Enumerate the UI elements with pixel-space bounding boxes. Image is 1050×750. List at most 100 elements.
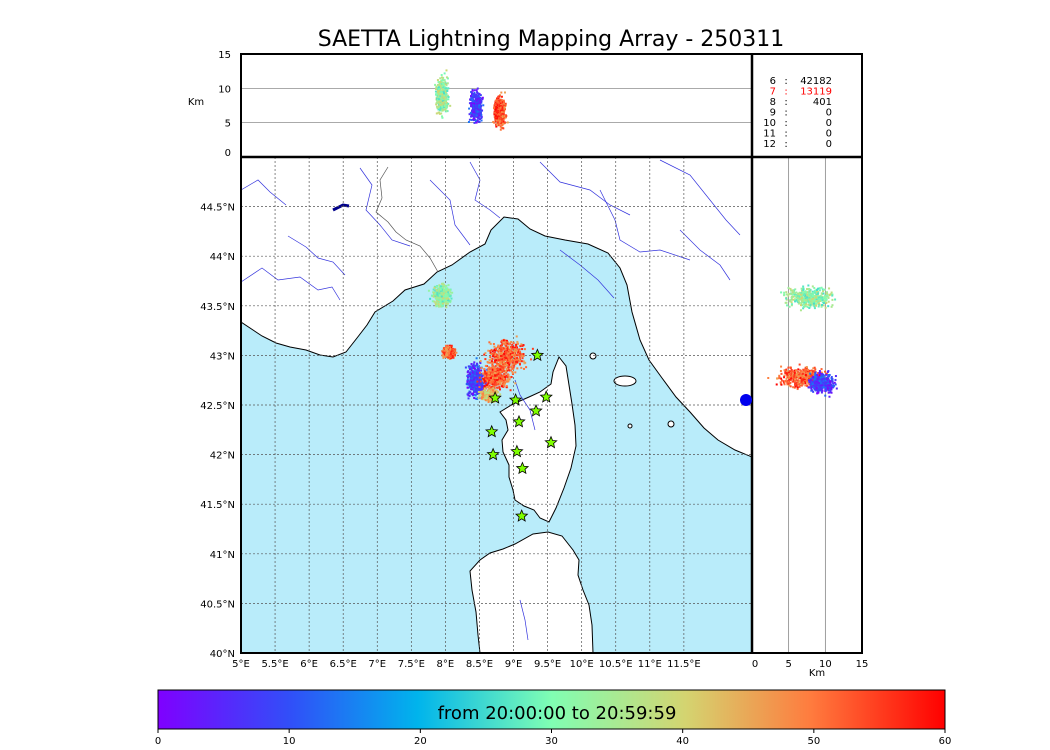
top-point	[446, 102, 449, 105]
top-point	[437, 98, 440, 101]
top-point	[505, 114, 508, 117]
map-point	[485, 365, 488, 368]
top-point	[443, 104, 446, 107]
map-point	[476, 382, 479, 385]
top-point	[438, 93, 441, 96]
top-point	[443, 108, 446, 111]
map-point	[501, 379, 504, 382]
map-point	[475, 370, 478, 373]
right-point	[800, 295, 803, 298]
top-point	[439, 84, 442, 87]
right-point	[796, 386, 799, 389]
top-point	[499, 106, 502, 109]
map-point	[506, 362, 509, 365]
right-point	[829, 387, 832, 390]
map-point	[519, 352, 522, 355]
right-point	[813, 289, 816, 292]
map-point	[475, 385, 478, 388]
right-point	[811, 294, 814, 297]
map-point	[497, 346, 500, 349]
top-point	[499, 100, 502, 103]
map-point	[492, 366, 495, 369]
right-point	[827, 296, 830, 299]
corsica-land	[499, 356, 577, 523]
map-point	[500, 376, 503, 379]
top-point	[477, 95, 480, 98]
top-point	[441, 76, 444, 79]
map-point	[495, 381, 498, 384]
map-point	[441, 302, 444, 305]
count-row-value: 0	[826, 108, 832, 119]
map-point	[476, 397, 479, 400]
right-point	[809, 372, 812, 375]
map-point	[519, 350, 522, 353]
map-point	[491, 352, 494, 355]
map-point	[488, 384, 491, 387]
map-point	[491, 389, 494, 392]
map-point	[444, 285, 447, 288]
map-point	[490, 399, 493, 402]
map-point	[495, 379, 498, 382]
right-point	[785, 293, 788, 296]
map-point	[480, 367, 483, 370]
map-point	[437, 298, 440, 301]
top-point	[440, 83, 443, 86]
map-point	[499, 381, 502, 384]
top-point	[475, 114, 478, 117]
map-point	[516, 358, 519, 361]
right-point	[827, 305, 830, 308]
map-point	[510, 358, 513, 361]
top-lightning-points	[434, 69, 509, 131]
right-point	[825, 295, 828, 298]
map-point	[444, 299, 447, 302]
map-point	[488, 341, 491, 344]
map-point	[502, 358, 505, 361]
map-point	[439, 299, 442, 302]
top-point	[435, 86, 438, 89]
map-y-tick: 40°N	[210, 649, 235, 660]
map-point	[441, 293, 444, 296]
map-point	[514, 362, 517, 365]
top-point	[475, 119, 478, 122]
map-point	[494, 365, 497, 368]
right-point	[818, 297, 821, 300]
right-point	[807, 377, 810, 380]
map-point	[503, 364, 506, 367]
right-point	[828, 395, 831, 398]
map-point	[446, 298, 449, 301]
top-point	[473, 89, 476, 92]
right-point	[784, 380, 787, 383]
map-point	[446, 344, 449, 347]
right-point	[823, 288, 826, 291]
top-point	[497, 108, 500, 111]
top-y-tick: 5	[225, 119, 231, 130]
right-point	[783, 374, 786, 377]
right-point	[798, 385, 801, 388]
right-point	[804, 294, 807, 297]
top-point	[442, 83, 445, 86]
station-star	[515, 461, 530, 475]
map-point	[439, 288, 442, 291]
top-point	[499, 94, 502, 97]
map-point	[489, 380, 492, 383]
map-point	[498, 356, 501, 359]
station-star	[529, 403, 543, 417]
top-point	[439, 105, 442, 108]
map-point	[518, 362, 521, 365]
right-point	[804, 370, 807, 373]
map-point	[448, 349, 451, 352]
right-point	[821, 288, 824, 291]
top-point	[445, 107, 448, 110]
top-point	[472, 107, 475, 110]
right-point	[790, 377, 793, 380]
map-point	[440, 291, 443, 294]
map-point	[445, 352, 448, 355]
map-point	[451, 348, 454, 351]
map-point	[483, 387, 486, 390]
map-point	[435, 304, 438, 307]
top-point	[476, 116, 479, 119]
map-point	[476, 393, 479, 396]
right-point	[794, 385, 797, 388]
top-point	[478, 110, 481, 113]
map-panel: 5°E 5.5°E 6°E 6.5°E 7°E 7.5°E 8°E 8.5°E 9°E 9.5°E…	[200, 156, 753, 670]
